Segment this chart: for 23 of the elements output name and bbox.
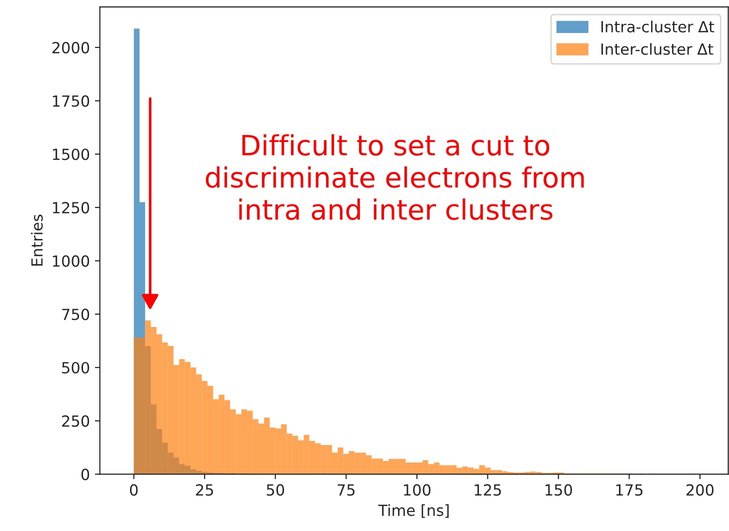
x-tick-label: 25	[196, 484, 213, 496]
x-tick-label: 200	[686, 484, 714, 496]
x-tick-label: 100	[404, 484, 430, 496]
x-tick-label: 175	[616, 484, 642, 496]
x-tick-label: 50	[266, 484, 284, 496]
y-tick-label: 1250	[52, 202, 90, 214]
x-axis-title: Time [ns]	[378, 504, 449, 518]
y-tick-label: 1500	[52, 148, 90, 160]
y-tick-label: 250	[62, 415, 90, 427]
y-tick-label: 0	[81, 468, 90, 480]
y-tick-label: 500	[62, 362, 90, 374]
y-tick-label: 2000	[52, 42, 90, 54]
annotation: Difficult to set a cut to discriminate electrons from intra and inter clusters	[206, 134, 584, 220]
y-tick-label: 750	[62, 308, 90, 320]
y-tick-label: 1000	[52, 255, 90, 267]
x-tick-label: 150	[546, 484, 572, 496]
y-tick-label: 1750	[52, 95, 90, 107]
x-tick-label: 0	[130, 484, 138, 496]
legend-label: Intra-cluster Δt	[601, 20, 714, 32]
x-tick-label: 75	[338, 484, 355, 496]
legend-label: Inter-cluster Δt	[601, 43, 714, 55]
y-axis-title: Entries	[30, 214, 43, 266]
x-tick-label: 125	[474, 484, 501, 496]
